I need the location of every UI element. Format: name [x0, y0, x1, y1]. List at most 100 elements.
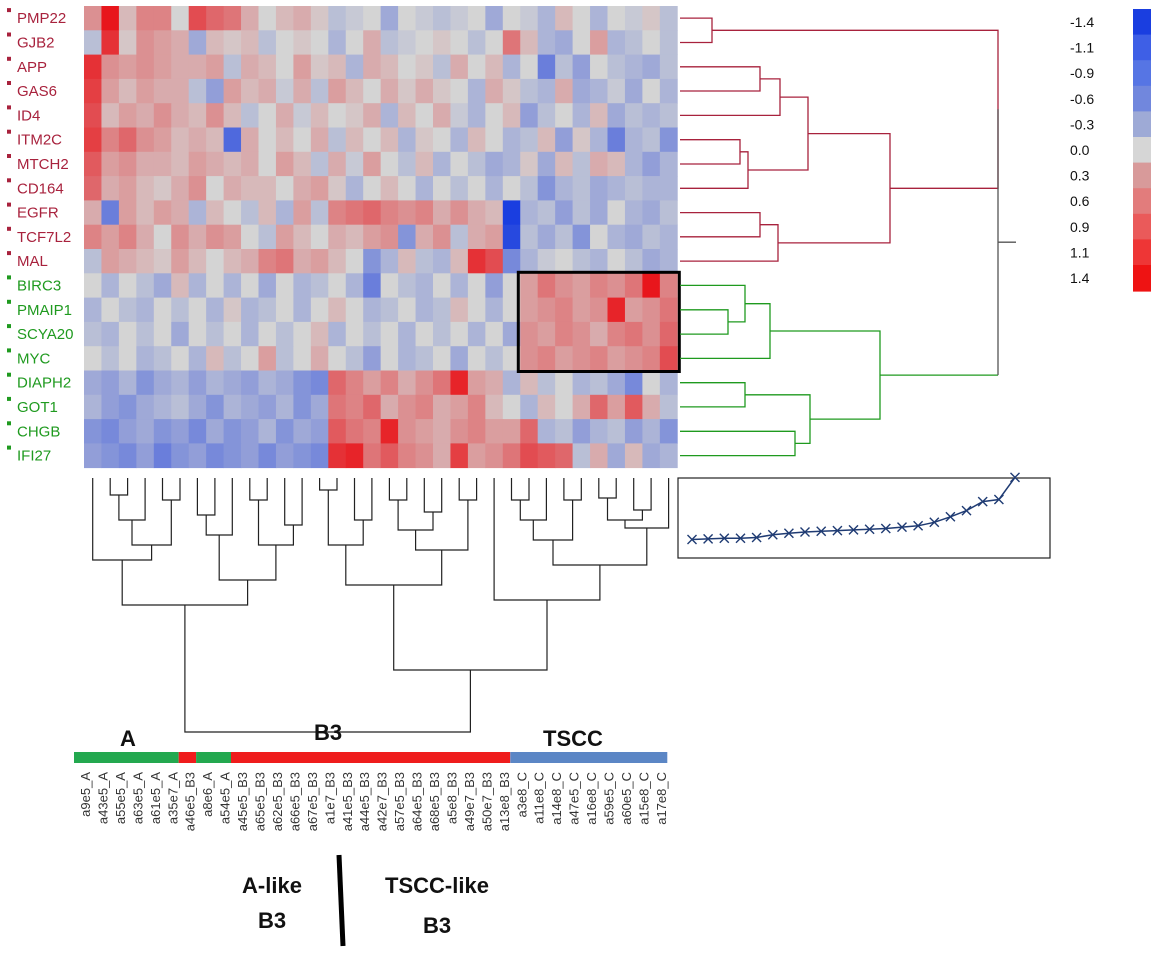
trend-inset-frame	[677, 477, 1051, 559]
gene-marker	[7, 421, 11, 426]
heatmap-cell	[206, 394, 224, 420]
heatmap-cell	[136, 54, 155, 80]
heatmap-cell	[555, 54, 573, 80]
heatmap-cell	[415, 419, 434, 444]
heatmap-cell	[206, 249, 224, 274]
heatmap-cell	[537, 78, 556, 104]
heatmap-cell	[258, 249, 277, 274]
heatmap-cell	[118, 321, 137, 347]
heatmap-cell	[502, 443, 521, 469]
heatmap-cell	[520, 54, 539, 80]
heatmap-cell	[310, 200, 329, 226]
heatmap-cell	[433, 103, 451, 128]
heatmap-cell	[328, 103, 347, 128]
color-scale-swatch	[1133, 34, 1151, 62]
heatmap-cell	[328, 249, 347, 274]
heatmap-cell	[607, 103, 626, 128]
heatmap-cell	[293, 176, 312, 201]
heatmap-cell	[310, 103, 329, 128]
heatmap-cell	[398, 127, 416, 153]
heatmap-cell	[223, 249, 242, 274]
trend-point	[929, 517, 940, 528]
heatmap-cell	[275, 346, 294, 371]
heatmap-cell	[136, 30, 155, 55]
heatmap-cell	[590, 346, 608, 371]
gene-marker	[7, 202, 11, 207]
heatmap-cell	[572, 103, 591, 128]
heatmap-cell	[101, 249, 120, 274]
heatmap-cell	[572, 346, 591, 371]
heatmap-cell	[275, 176, 294, 201]
row-dendrogram-link	[778, 132, 891, 244]
heatmap-cell	[485, 443, 504, 469]
heatmap-cell	[275, 200, 294, 226]
heatmap-cell	[328, 151, 347, 177]
heatmap-cell	[415, 176, 434, 201]
heatmap-cell	[118, 394, 137, 420]
heatmap-cell	[241, 103, 259, 128]
gene-label: GJB2	[17, 35, 55, 52]
heatmap-cell	[520, 419, 539, 444]
trend-point	[961, 505, 972, 516]
heatmap-cell	[363, 127, 382, 153]
heatmap-cell	[624, 419, 643, 444]
heatmap-cell	[450, 176, 469, 201]
heatmap-cell	[450, 78, 469, 104]
heatmap-cell	[520, 370, 539, 396]
heatmap-cell	[467, 224, 486, 250]
heatmap-cell	[450, 54, 469, 80]
heatmap-cell	[624, 6, 643, 31]
group-bar-segment	[231, 752, 511, 763]
heatmap-cell	[363, 273, 382, 298]
heatmap-cell	[380, 224, 399, 250]
heatmap-cell	[502, 6, 521, 31]
heatmap-cell	[171, 127, 190, 153]
heatmap-cell	[607, 443, 626, 469]
heatmap-cell	[345, 297, 364, 323]
heatmap-cell	[537, 6, 556, 31]
heatmap-cell	[415, 54, 434, 80]
gene-label: ID4	[17, 107, 40, 124]
sample-label: a1e7_B3	[322, 772, 337, 824]
heatmap-cell	[537, 273, 556, 298]
sample-label: a16e8_C	[584, 772, 599, 825]
heatmap-cell	[84, 370, 102, 396]
heatmap-cell	[380, 30, 399, 55]
gene-marker	[7, 8, 11, 13]
heatmap-cell	[624, 151, 643, 177]
heatmap-cell	[363, 30, 382, 55]
heatmap-cell	[345, 176, 364, 201]
heatmap-cell	[467, 249, 486, 274]
heatmap-cell	[537, 394, 556, 420]
heatmap-cell	[345, 78, 364, 104]
color-scale-label: 1.4	[1070, 270, 1090, 286]
heatmap-cell	[450, 249, 469, 274]
trend-point	[719, 533, 730, 544]
heatmap-cell	[153, 54, 172, 80]
heatmap-cell	[223, 54, 242, 80]
heatmap-cell	[433, 273, 451, 298]
heatmap-cell	[659, 6, 678, 31]
heatmap-cell	[310, 6, 329, 31]
heatmap-cell	[328, 443, 347, 469]
heatmap-cell	[537, 103, 556, 128]
heatmap-cell	[537, 443, 556, 469]
heatmap-cell	[118, 297, 137, 323]
heatmap-cell	[590, 200, 608, 226]
heatmap-cell	[118, 443, 137, 469]
heatmap-cell	[153, 176, 172, 201]
heatmap-cell	[363, 54, 382, 80]
heatmap-cell	[101, 224, 120, 250]
heatmap-cell	[607, 78, 626, 104]
heatmap-cell	[485, 127, 504, 153]
heatmap-cell	[101, 151, 120, 177]
heatmap-cell	[398, 176, 416, 201]
group-bar-segment	[196, 752, 231, 763]
heatmap-cell	[572, 370, 591, 396]
heatmap-cell	[171, 78, 190, 104]
heatmap-cell	[659, 370, 678, 396]
column-dendrogram-link	[327, 490, 364, 546]
gene-label: CD164	[17, 180, 64, 197]
heatmap-cell	[415, 273, 434, 298]
